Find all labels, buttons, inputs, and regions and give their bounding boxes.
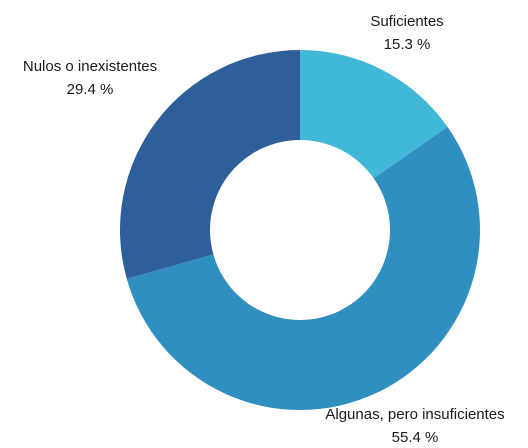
slice-value-label: 15.3 % <box>384 36 431 53</box>
donut-slice <box>126 126 480 410</box>
slice-value-label: 29.4 % <box>67 81 114 98</box>
slice-value-label: 55.4 % <box>392 429 439 446</box>
slice-label: Algunas, pero insuficientes <box>325 406 504 423</box>
slice-label: Nulos o inexistentes <box>23 58 157 75</box>
donut-slice <box>119 50 300 279</box>
slice-label: Suficientes <box>370 13 443 30</box>
donut-slice <box>300 50 448 179</box>
